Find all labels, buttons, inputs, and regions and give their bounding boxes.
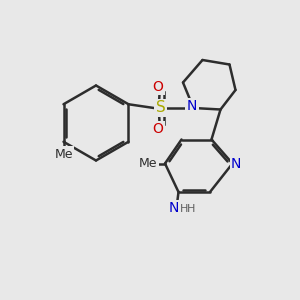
Text: N: N (187, 100, 197, 113)
Text: Me: Me (54, 148, 73, 161)
Text: Me: Me (139, 157, 158, 170)
Text: S: S (156, 100, 165, 116)
Text: N: N (231, 157, 241, 170)
Text: H: H (187, 203, 195, 214)
Text: N: N (169, 202, 179, 215)
Text: H: H (180, 203, 188, 214)
Text: O: O (153, 80, 164, 94)
Text: O: O (153, 122, 164, 136)
